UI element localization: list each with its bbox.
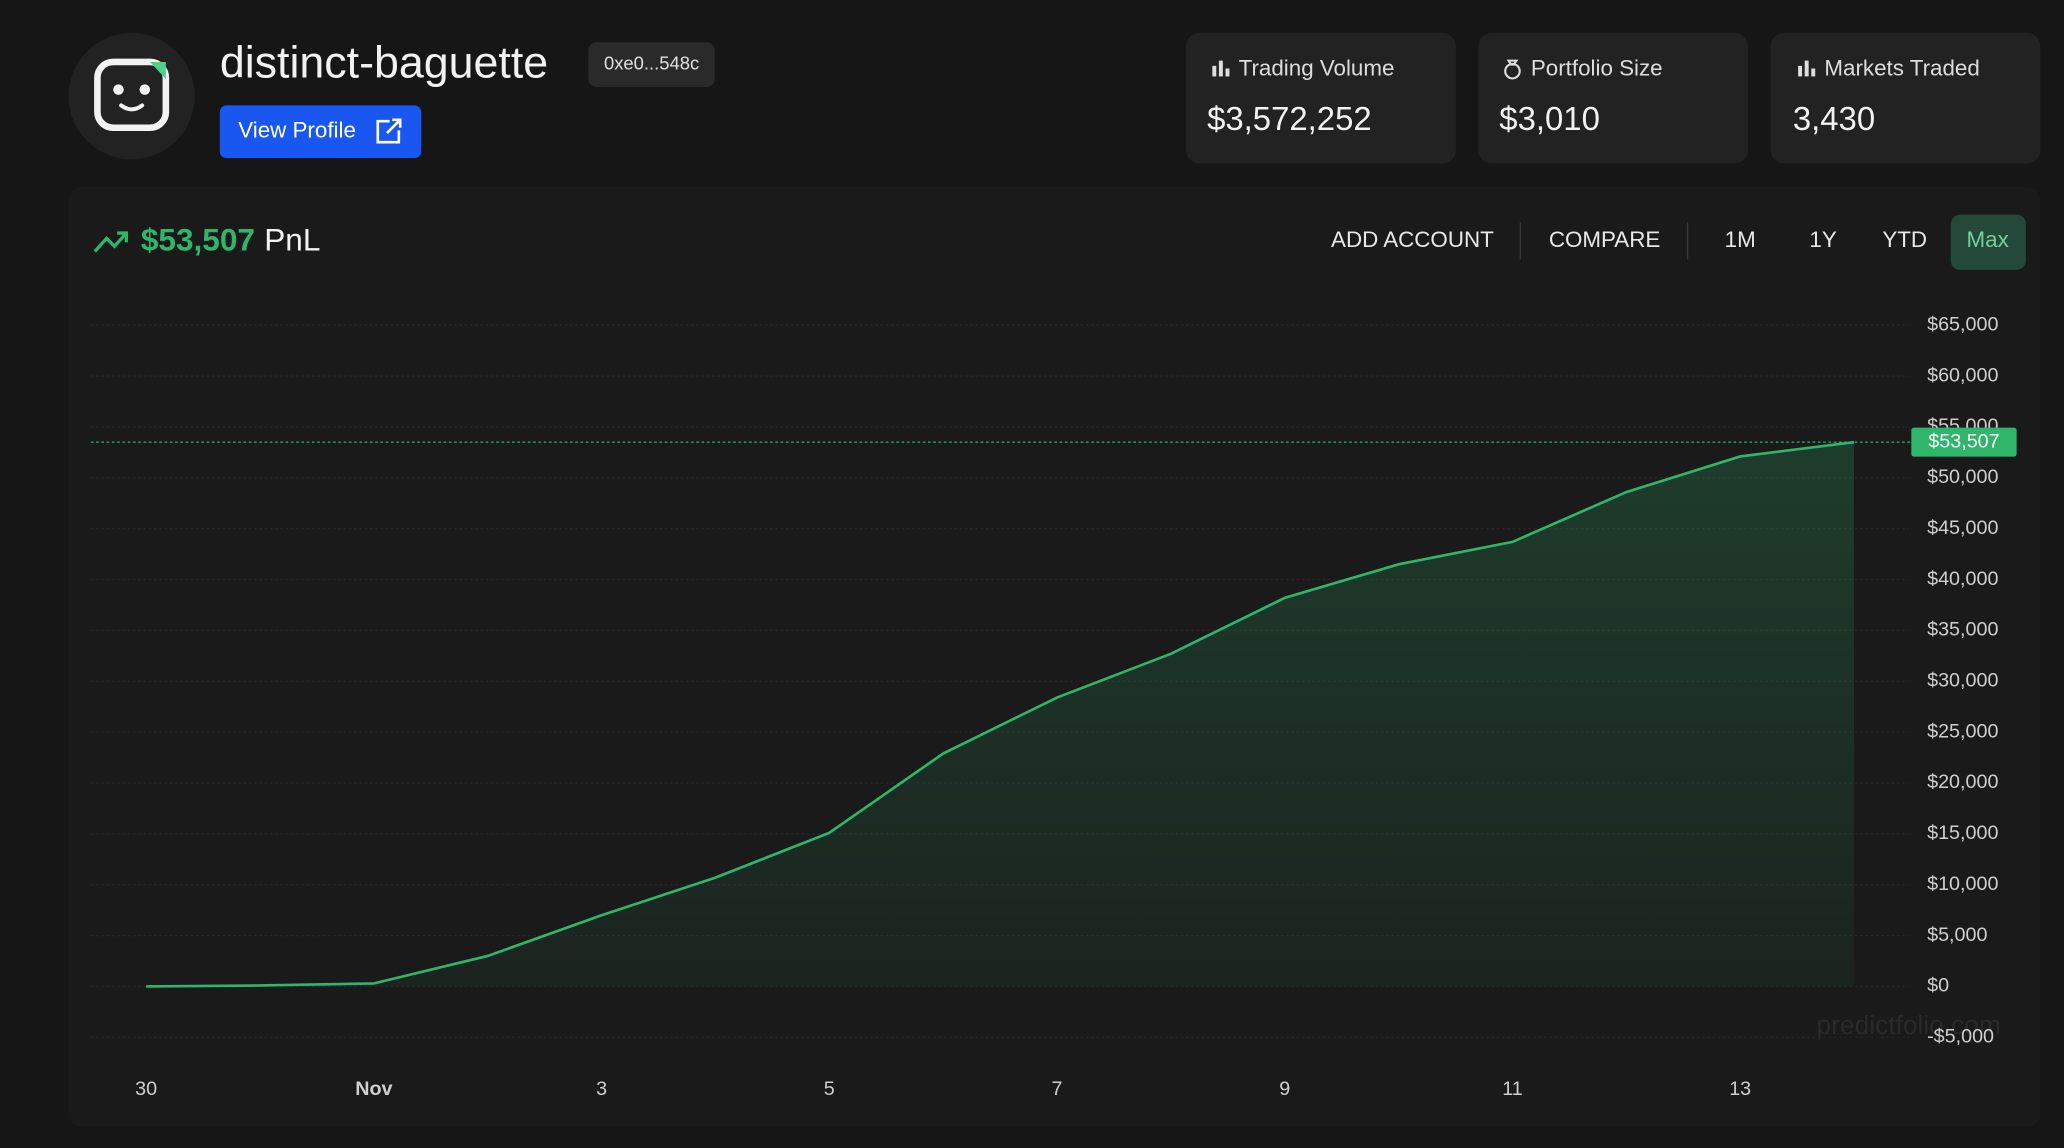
y-tick-label: $0 [1927,975,1949,997]
stat-value: $3,010 [1499,100,1600,137]
view-profile-label: View Profile [238,118,356,143]
range-button[interactable]: YTD [1882,227,1927,252]
address-pill [588,42,715,87]
stat-label: Trading Volume [1239,56,1395,81]
stat-label: Portfolio Size [1531,56,1663,81]
range-button[interactable]: 1Y [1809,227,1836,252]
y-tick-label: $35,000 [1927,619,1998,641]
toolbar-button[interactable]: COMPARE [1549,227,1660,252]
y-tick-label: $60,000 [1927,364,1998,386]
current-value-tag [1911,427,2017,457]
watermark: predictfolio.com [1817,1010,2001,1040]
external-link-icon [376,118,402,144]
area-fill [146,442,1855,987]
stat-value: 3,430 [1793,100,1875,137]
x-tick-label: 9 [1279,1078,1290,1100]
x-tick-label: 30 [135,1078,157,1100]
y-tick-label: $10,000 [1927,873,1998,895]
current-value-label: $53,507 [1928,430,1999,452]
stat-card [1478,32,1749,164]
view-profile-button[interactable] [219,105,422,159]
y-tick-label: $15,000 [1927,822,1998,844]
pnl-value: $53,507 [141,222,255,258]
y-tick-label: $5,000 [1927,924,1987,946]
bag-icon [1504,59,1521,80]
toolbar-button[interactable]: ADD ACCOUNT [1331,227,1494,252]
profile-name: distinct-baguette [220,38,548,88]
y-tick-label: $30,000 [1927,669,1998,691]
range-button[interactable]: 1M [1725,227,1756,252]
y-tick-label: $50,000 [1927,466,1998,488]
y-tick-label: $45,000 [1927,517,1998,539]
x-tick-label: 5 [824,1078,835,1100]
stat-card [1186,32,1456,164]
trend-icon [93,231,129,253]
line [146,440,1855,988]
bar-icon [1212,60,1230,77]
address: 0xe0...548c [604,52,699,73]
stat-label: Markets Traded [1824,56,1979,81]
y-tick-label: $40,000 [1927,568,1998,590]
stat-value: $3,572,252 [1207,100,1372,137]
y-tick-label: $65,000 [1927,313,1998,335]
y-tick-label: $20,000 [1927,771,1998,793]
x-tick-label: 11 [1502,1078,1523,1100]
y-tick-label: -$5,000 [1927,1026,1994,1048]
stat-card [1770,32,2041,164]
x-tick-label: 7 [1052,1078,1063,1100]
x-tick-label: 13 [1729,1078,1751,1100]
pnl-label: PnL [264,222,320,258]
x-tick-label: Nov [355,1078,392,1100]
bar-icon [1798,60,1816,77]
x-tick-label: 3 [596,1078,607,1100]
avatar [68,32,195,160]
range-selected-bg [1950,214,2026,270]
range-button[interactable]: Max [1967,227,2009,252]
y-tick-label: $25,000 [1927,720,1998,742]
avatar-icon [94,58,170,132]
